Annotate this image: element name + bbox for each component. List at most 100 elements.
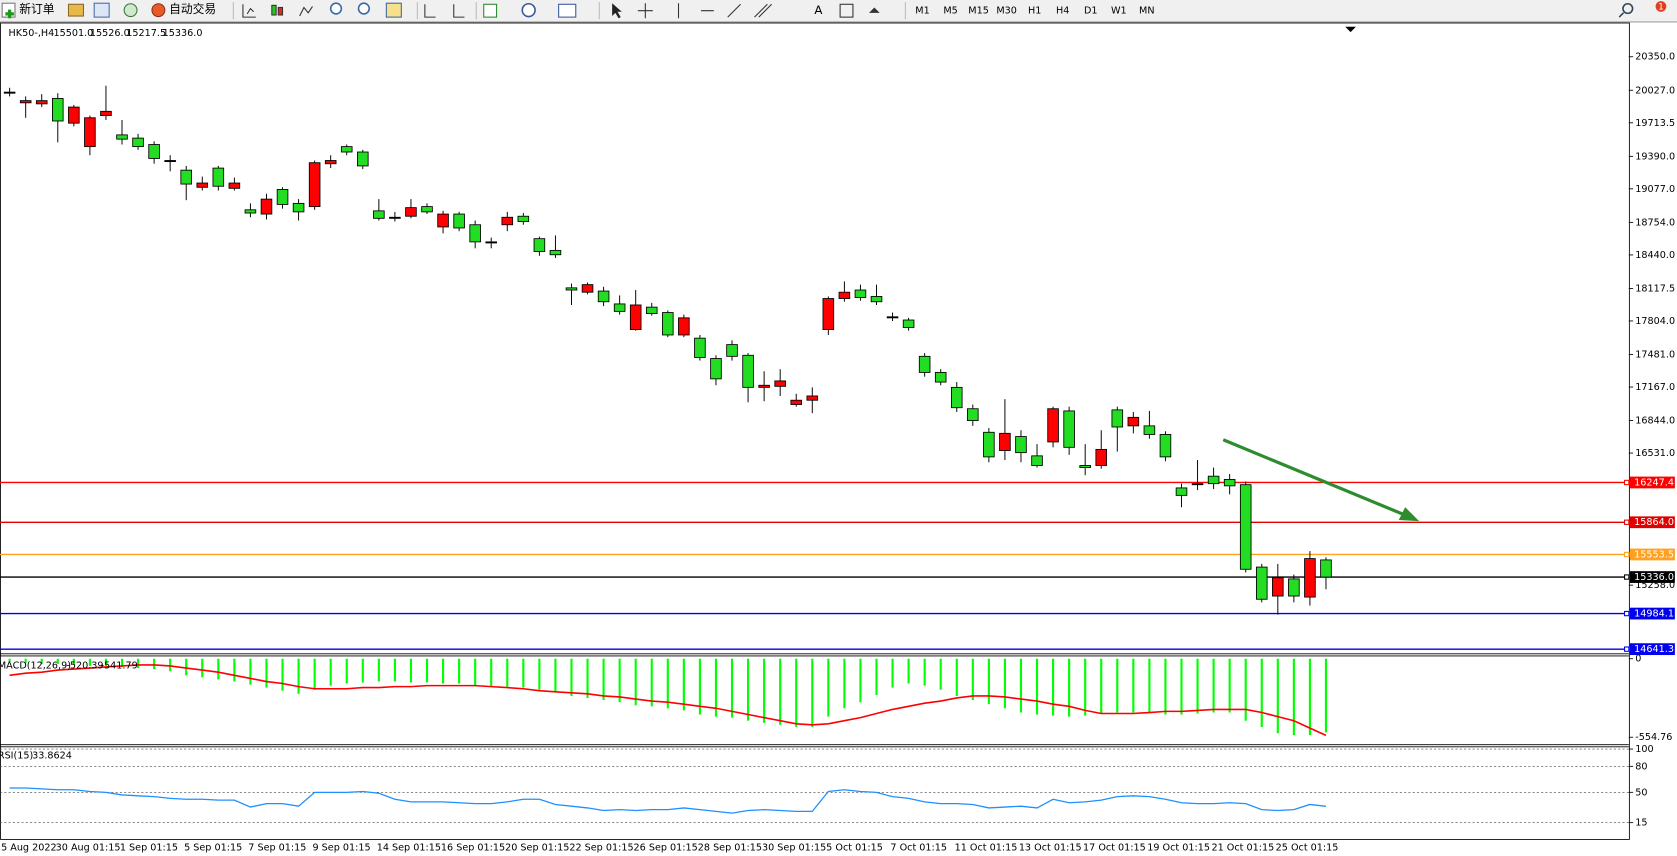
candle-body	[501, 216, 514, 226]
candle-body	[324, 160, 337, 165]
macd-bar	[361, 658, 364, 683]
alert-count: 1	[1658, 2, 1663, 12]
icon	[151, 3, 166, 18]
macd-bar	[281, 658, 284, 691]
icon[interactable]	[299, 6, 313, 17]
periods[interactable]	[521, 2, 536, 18]
indicators[interactable]	[483, 3, 498, 18]
candle-body	[228, 182, 241, 189]
macd-bar	[1196, 658, 1199, 714]
icon[interactable]	[123, 3, 138, 18]
y-tick-label: 100	[1635, 744, 1653, 755]
cursor[interactable]	[612, 3, 622, 19]
auto-trading-button[interactable]: 自动交易	[151, 2, 216, 18]
level-price-label: 14984.1	[1634, 609, 1674, 620]
macd-bar	[201, 658, 204, 678]
candle-body	[790, 399, 803, 405]
macd-bar	[746, 658, 750, 721]
macd-bar	[1260, 658, 1263, 727]
candle-body	[357, 151, 369, 167]
macd-bar	[1132, 658, 1135, 713]
timeframe-button[interactable]: H4	[1056, 6, 1069, 17]
x-tick-label: 30 Aug 01:15	[56, 842, 121, 853]
icon[interactable]	[424, 4, 465, 18]
line-tools[interactable]	[677, 3, 772, 19]
icon[interactable]	[271, 4, 277, 16]
macd-bar	[169, 658, 172, 672]
arrows-tool[interactable]	[869, 7, 880, 13]
candle-body	[148, 144, 160, 159]
candle-body	[1015, 436, 1027, 454]
macd-bar	[730, 658, 734, 718]
macd-bar	[554, 658, 557, 692]
macd-bar	[1324, 658, 1328, 733]
macd-bar	[522, 658, 525, 688]
icon[interactable]	[277, 6, 284, 16]
timeframe-button[interactable]: H1	[1028, 6, 1041, 17]
y-tick-label: 50	[1635, 787, 1647, 798]
macd-bar	[1180, 658, 1183, 715]
label-tool[interactable]	[839, 3, 854, 18]
candle-body	[710, 358, 722, 380]
icon[interactable]	[242, 4, 256, 18]
new-order-button[interactable]: 新订单	[1, 2, 55, 19]
macd-bar	[1019, 658, 1023, 713]
rsi-line	[9, 787, 1327, 814]
level-price-label: 15336.0	[1634, 572, 1674, 583]
zoom-out[interactable]	[357, 2, 371, 15]
timeframe-button[interactable]: D1	[1084, 6, 1098, 17]
candle-body	[613, 303, 626, 312]
macd-bar	[88, 658, 91, 666]
timeframe-button[interactable]: M30	[996, 6, 1017, 17]
y-tick-label: 18440.0	[1635, 250, 1675, 261]
x-tick-label: 30 Sep 01:15	[762, 842, 826, 853]
candle-body	[549, 249, 562, 256]
candle-body	[260, 198, 273, 215]
macd-bar	[1212, 658, 1215, 713]
level-price-label: 14641.3	[1634, 644, 1674, 655]
templates[interactable]	[558, 3, 577, 18]
candle-body	[967, 408, 979, 421]
candle-body	[276, 189, 289, 205]
macd-bar	[1308, 658, 1311, 736]
text-tool[interactable]: A	[814, 3, 822, 17]
macd-bar	[570, 658, 573, 696]
candle-body	[485, 241, 497, 244]
y-tick-label: 80	[1635, 761, 1647, 772]
candle-body	[373, 210, 385, 219]
candle-body	[822, 298, 835, 330]
timeframe-button[interactable]: W1	[1111, 6, 1127, 17]
macd-bar	[474, 658, 477, 686]
x-tick-label: 1 Sep 01:15	[120, 842, 178, 853]
candle-body	[597, 290, 610, 303]
timeframe-button[interactable]: M15	[968, 6, 989, 17]
icon[interactable]	[93, 2, 110, 18]
macd-bar	[618, 658, 621, 703]
timeframe-button[interactable]: M5	[943, 6, 957, 17]
crosshair[interactable]	[637, 3, 653, 19]
candle-body	[1143, 425, 1156, 435]
tile-windows[interactable]	[385, 2, 402, 18]
candle-body	[35, 100, 48, 105]
search[interactable]	[1622, 2, 1634, 15]
macd-bar	[377, 658, 380, 682]
y-tick-label: 18117.5	[1635, 283, 1675, 294]
indicator-title: RSI(15)	[0, 750, 33, 761]
icon[interactable]	[67, 3, 85, 17]
y-tick-label: 15258.0	[1635, 580, 1675, 591]
timeframe-button[interactable]: MN	[1139, 6, 1155, 17]
timeframes: M1 M5 M15 M30 H1 H4 D1 W1 MN	[915, 6, 1154, 17]
macd-bar	[185, 658, 188, 676]
indicator-readout: -541.79	[101, 661, 138, 672]
zoom-in[interactable]	[329, 2, 343, 15]
y-tick-label: 16531.0	[1635, 448, 1675, 459]
macd-bar	[891, 658, 894, 688]
macd-bar	[24, 658, 27, 663]
alert-badge[interactable]	[1655, 1, 1667, 12]
x-tick-label: 22 Sep 01:15	[569, 842, 633, 853]
timeframe-button[interactable]: M1	[915, 6, 929, 17]
candle-body	[196, 182, 209, 188]
candle-body	[1063, 410, 1075, 448]
level-price-box	[1629, 516, 1675, 529]
macd-bar	[297, 658, 300, 694]
